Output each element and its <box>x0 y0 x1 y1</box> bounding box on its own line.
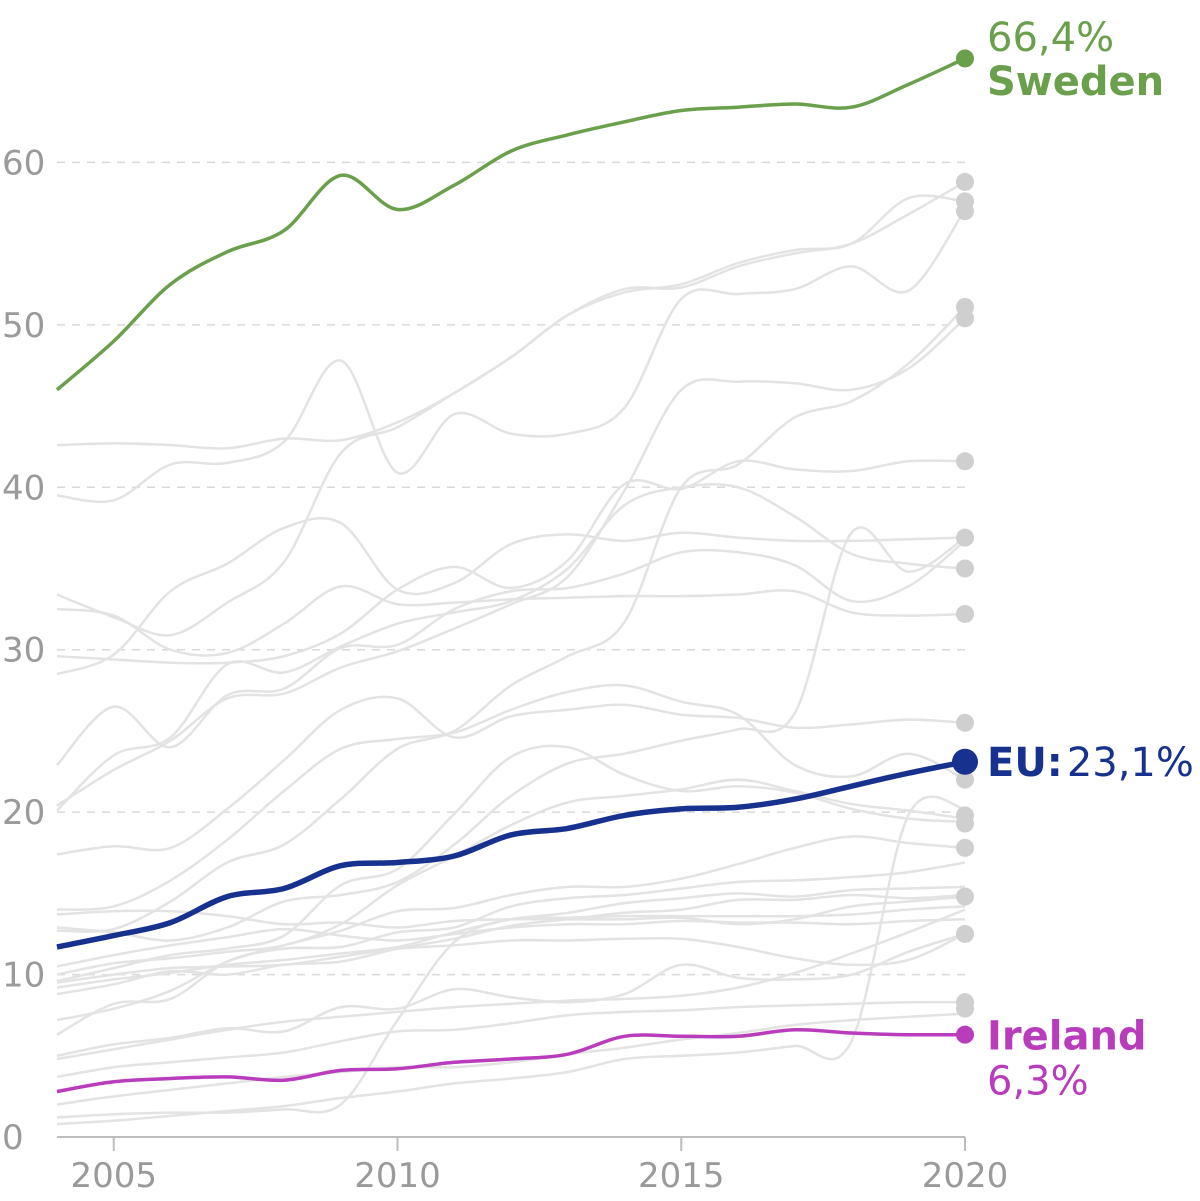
x-tick-label: 2020 <box>922 1156 1009 1196</box>
background-end-dot <box>956 713 974 732</box>
background-series-line <box>56 835 966 1022</box>
series-end-dot <box>952 748 978 775</box>
y-tick-label: 40 <box>2 468 45 508</box>
background-end-dot <box>956 999 974 1018</box>
series-end-dot <box>956 1025 974 1044</box>
background-series-line <box>56 932 966 984</box>
background-country-end-dots <box>956 172 974 1018</box>
background-end-dot <box>956 309 974 328</box>
background-series-line <box>56 584 966 657</box>
series-end-dot <box>956 49 974 68</box>
background-series-line <box>56 1000 966 1079</box>
background-end-dot <box>956 924 974 943</box>
series-value-label: 23,1% <box>1067 740 1194 786</box>
background-series-line <box>56 526 966 942</box>
y-tick-label: 60 <box>2 143 45 183</box>
series-eu: EU: 23,1% <box>56 740 1194 950</box>
background-series-line <box>56 516 966 676</box>
series-value-label: 6,3% <box>987 1059 1089 1105</box>
background-country-lines <box>56 180 967 1126</box>
background-series-line <box>56 778 966 976</box>
background-series-line <box>56 483 966 812</box>
background-end-dot <box>956 528 974 547</box>
x-tick-label: 2015 <box>638 1156 725 1196</box>
background-series-line <box>56 180 966 637</box>
background-series-line <box>56 918 966 968</box>
series-sweden: 66,4%Sweden <box>55 15 1164 392</box>
background-end-dot <box>956 887 974 906</box>
background-end-dot <box>956 452 974 471</box>
background-series-line <box>56 194 966 450</box>
background-series-line <box>56 795 966 1126</box>
background-series-line <box>56 208 967 504</box>
axes: 2005 2010 2015 2020 <box>57 1136 1009 1196</box>
series-label: EU: 23,1% <box>987 740 1194 786</box>
background-series-line <box>56 695 966 856</box>
series-line <box>56 1028 966 1094</box>
x-tick-label: 2005 <box>70 1156 157 1196</box>
background-end-dot <box>956 559 974 578</box>
background-series-line <box>56 459 966 665</box>
y-tick-label: 20 <box>2 793 45 833</box>
x-tick-label: 2010 <box>354 1156 441 1196</box>
background-end-dot <box>956 604 974 623</box>
background-end-dot <box>956 172 974 191</box>
y-tick-label: 10 <box>2 956 45 996</box>
background-series-line <box>56 683 966 911</box>
series-name-label: Ireland <box>987 1014 1147 1060</box>
background-series-line <box>56 893 966 996</box>
series-name-label: EU: <box>987 740 1063 786</box>
background-end-dot <box>956 814 974 833</box>
background-series-line <box>56 306 966 933</box>
background-series-line <box>56 1012 966 1106</box>
series-line <box>56 759 966 950</box>
background-series-line <box>56 539 966 766</box>
background-end-dot <box>956 770 974 789</box>
series-value-label: 66,4% <box>987 15 1114 61</box>
gridlines: 0 10 20 30 40 50 60 <box>2 143 965 1158</box>
series-name-label: Sweden <box>987 59 1164 105</box>
y-tick-label: 50 <box>2 306 45 346</box>
background-series-line <box>56 908 966 1061</box>
background-end-dot <box>956 202 974 221</box>
y-tick-label: 30 <box>2 631 45 671</box>
background-series-line <box>56 932 966 1058</box>
series-line <box>55 56 966 392</box>
background-series-line <box>56 744 966 983</box>
background-end-dot <box>956 838 974 857</box>
background-series-line <box>56 861 966 1036</box>
y-tick-label: 0 <box>2 1118 24 1158</box>
